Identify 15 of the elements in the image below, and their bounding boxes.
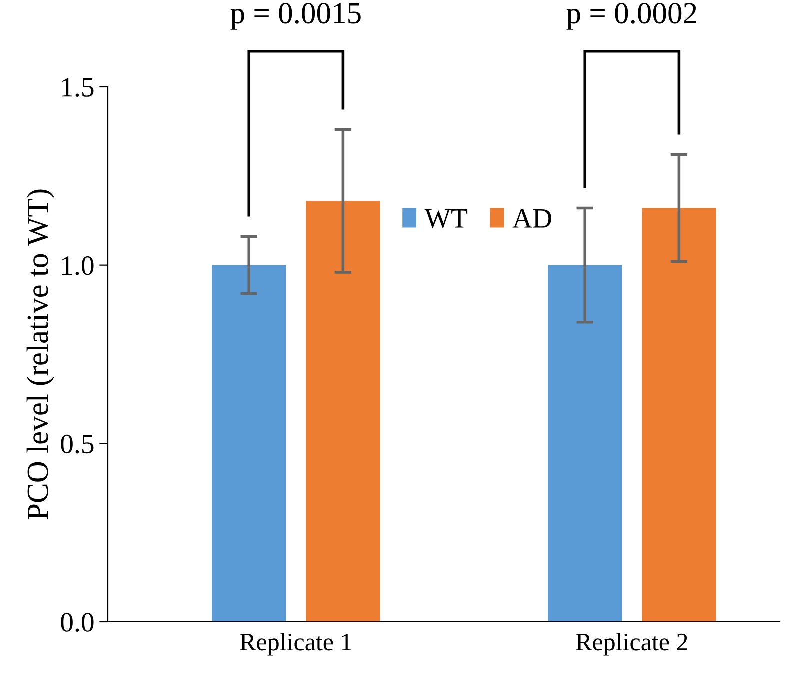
y-tick-label: 1.5 — [62, 78, 94, 98]
y-tick-label: 0.5 — [61, 434, 94, 454]
text: p = 0.0002 — [566, 3, 696, 30]
bar — [548, 265, 622, 622]
y-tick-label: 0.0 — [61, 613, 94, 632]
text: p = 0.0015 — [230, 3, 361, 30]
x-tick-label: Replicate 1 — [240, 633, 352, 656]
bar — [642, 208, 716, 622]
legend-label: AD — [512, 209, 552, 228]
legend-label: WT — [424, 210, 468, 228]
y-axis-title: PCO level (relative to WT) — [26, 190, 55, 520]
bar — [212, 265, 286, 622]
bar — [306, 201, 380, 622]
y-tick-label: 1.0 — [62, 256, 94, 276]
x-tick-label: Replicate 2 — [576, 633, 688, 656]
